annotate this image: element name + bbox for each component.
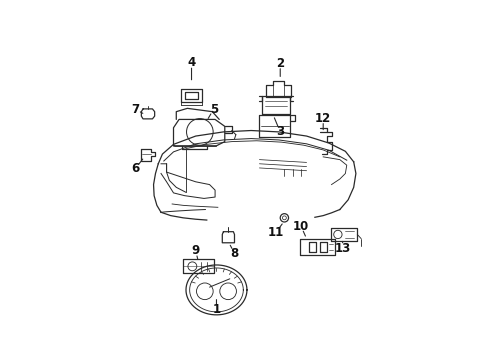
Text: 3: 3 <box>276 125 284 138</box>
Text: 1: 1 <box>212 303 220 316</box>
Text: 13: 13 <box>335 242 351 255</box>
Text: 10: 10 <box>293 220 309 233</box>
Text: 2: 2 <box>276 57 284 69</box>
Text: 4: 4 <box>187 56 196 69</box>
Text: 7: 7 <box>131 103 140 116</box>
Text: 9: 9 <box>192 244 200 257</box>
Text: 12: 12 <box>315 112 331 125</box>
Text: 8: 8 <box>230 247 239 260</box>
Text: 11: 11 <box>268 226 284 239</box>
Text: 6: 6 <box>131 162 140 175</box>
Text: 5: 5 <box>210 103 218 116</box>
